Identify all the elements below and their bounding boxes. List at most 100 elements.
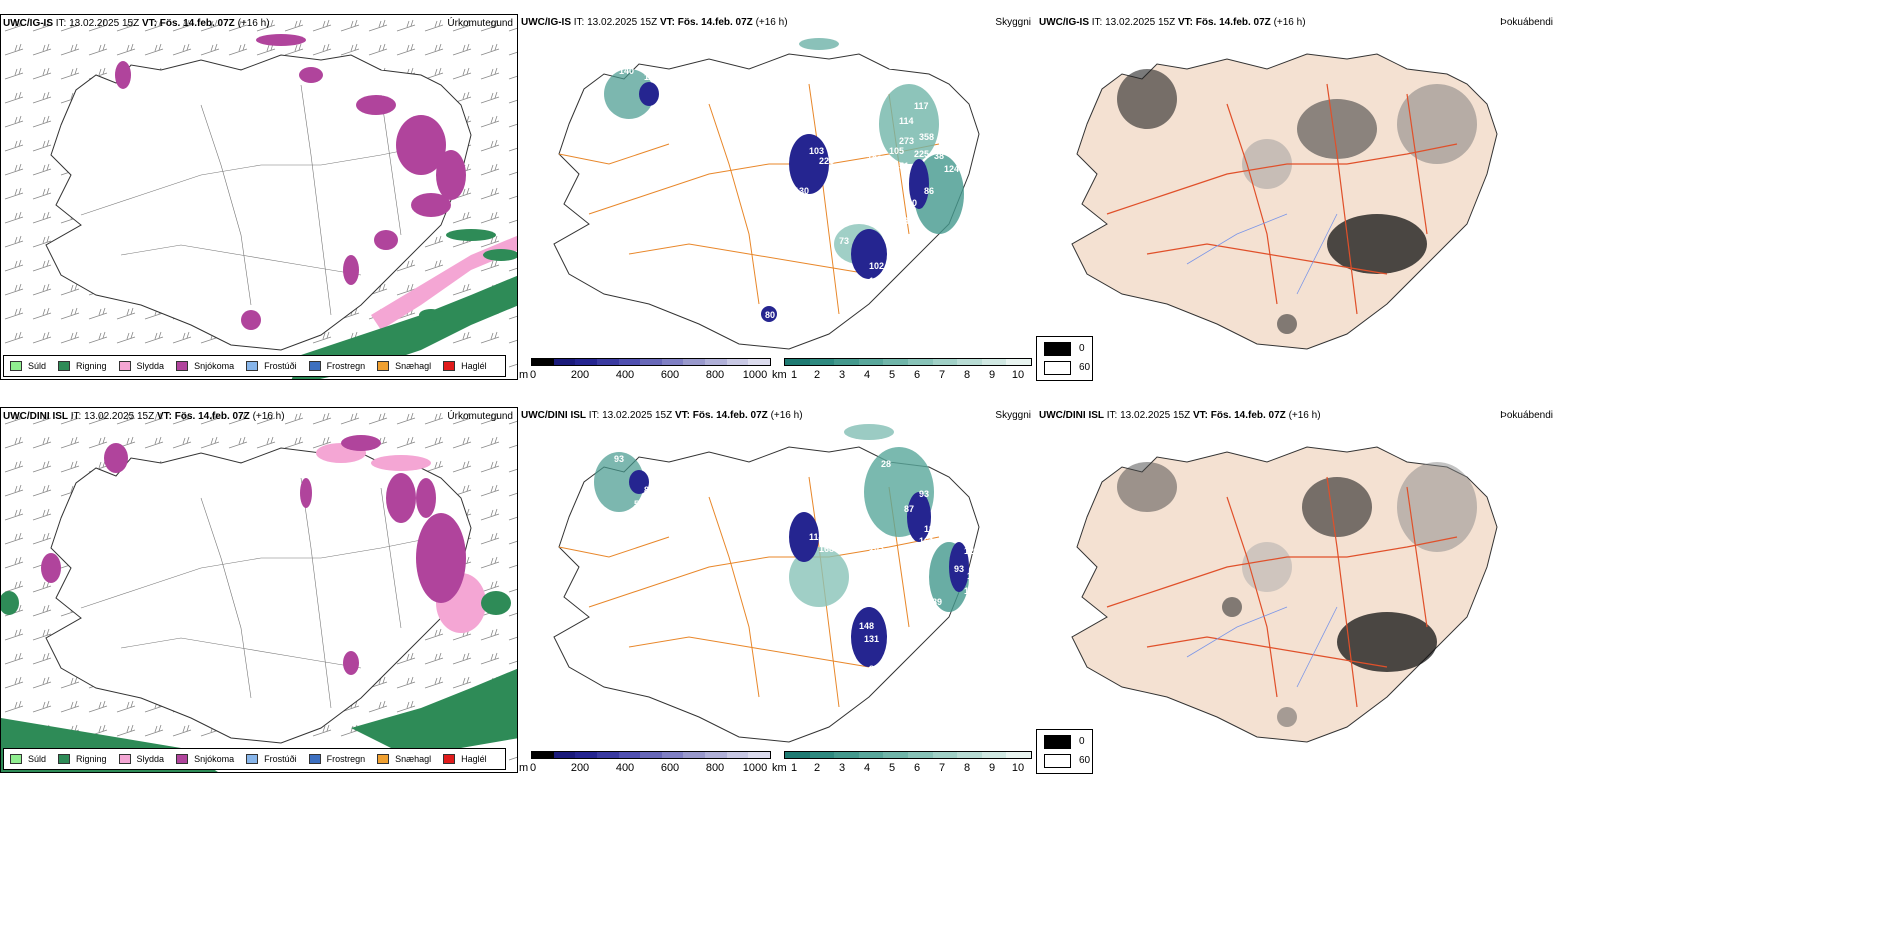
colorbar-tick: 1 [790, 369, 798, 381]
visibility-label: 86 [924, 186, 934, 196]
colorbar-unit: m [519, 762, 529, 774]
legend-label: 60 [1079, 755, 1091, 766]
visibility-label: 28 [881, 459, 891, 469]
visibility-label: 89 [932, 597, 942, 607]
legend-swatch [1044, 754, 1071, 768]
rain-areas [291, 229, 517, 379]
visibility-label: 148 [967, 571, 982, 581]
visibility-label: 90 [907, 198, 917, 208]
visibility-label: 89 [869, 664, 879, 674]
low-visibility-areas [629, 470, 969, 667]
roads [80, 477, 432, 709]
visibility-label: 92 [644, 464, 654, 474]
colorbar-tick: 4 [863, 369, 871, 381]
visibility-map-bottom: 93 92 87 111 50 29 114 168 103 10 28 93 … [519, 407, 1035, 773]
colorbar-tick: 2 [813, 369, 821, 381]
legend-swatch [246, 754, 259, 764]
legend-swatch [246, 361, 259, 371]
visibility-label: 225 [819, 156, 834, 166]
precip-legend: Súld Rigning Slydda Snjókoma Frostúði Fr… [3, 748, 506, 770]
colorbar-tick: 1000 [742, 762, 768, 774]
panel-type: Þokuábendi [1500, 410, 1553, 421]
legend-swatch [176, 754, 189, 764]
fog-grey-areas [1117, 462, 1477, 727]
visibility-label: 80 [765, 310, 775, 320]
visibility-label: 111 [669, 487, 683, 497]
iceland-map: 140 118 105 28 126 114 103 225 130 114 1… [553, 38, 980, 350]
visibility-label: 168 [819, 544, 834, 554]
precip-type-map-bottom: UWC/DINI ISL IT: 13.02.2025 15Z VT: Fös.… [0, 407, 518, 773]
rivers [1186, 213, 1338, 295]
panel-type: Skyggni [995, 17, 1031, 28]
visibility-label: 101 [774, 594, 789, 604]
visibility-label: 122 [964, 546, 979, 556]
panel-type: Úrkomutegund [447, 18, 513, 29]
colorbar-tick: 10 [1011, 369, 1025, 381]
roads [80, 84, 432, 316]
panel-title: UWC/DINI ISL IT: 13.02.2025 15Z VT: Fös.… [1039, 410, 1321, 421]
colorbar-unit: m [519, 369, 529, 381]
legend-swatch [10, 754, 22, 764]
visibility-label: 87 [904, 504, 914, 514]
fog-grey-areas [1117, 69, 1477, 334]
colorbar-tick: 2 [813, 762, 821, 774]
fog-index-legend: 0 60 [1036, 336, 1093, 381]
legend-label: 60 [1079, 362, 1091, 373]
visibility-label: 133 [951, 136, 966, 146]
colorbar-tick: 1000 [742, 369, 768, 381]
colorbar-tick: 5 [888, 762, 896, 774]
colorbar-tick: 10 [1011, 762, 1025, 774]
legend-swatch [118, 361, 131, 371]
colorbar-gradient [784, 358, 1032, 366]
elevation-colorbar: m 0 200 400 600 800 1000 [519, 751, 774, 775]
visibility-label: 103 [869, 543, 884, 553]
iceland-map [1, 15, 517, 379]
visibility-label: 137 [899, 216, 914, 226]
visibility-label: 251 [894, 161, 909, 171]
colorbar-tick: 600 [660, 369, 680, 381]
panel-type: Úrkomutegund [447, 411, 513, 422]
colorbar-tick: 3 [838, 369, 846, 381]
colorbar-tick: 200 [570, 762, 590, 774]
colorbar-tick: 0 [529, 369, 537, 381]
fog-index-map-bottom: UWC/DINI ISL IT: 13.02.2025 15Z VT: Fös.… [1037, 407, 1557, 773]
snow-areas [115, 34, 466, 330]
visibility-label: 10 [859, 569, 869, 579]
visibility-label: 102 [869, 261, 884, 271]
panel-title: UWC/DINI ISL IT: 13.02.2025 15Z VT: Fös.… [3, 411, 285, 422]
legend-swatch [308, 754, 321, 764]
colorbar-tick: 800 [705, 369, 725, 381]
visibility-label: 273 [899, 136, 914, 146]
visibility-label: 182 [924, 524, 939, 534]
visibility-label: 29 [794, 499, 804, 509]
legend-swatch [118, 754, 131, 764]
colorbar-unit: km [772, 762, 787, 774]
colorbar-gradient [531, 358, 771, 366]
panel-type: Þokuábendi [1500, 17, 1553, 28]
panel-title: UWC/DINI ISL IT: 13.02.2025 15Z VT: Fös.… [521, 410, 803, 421]
colorbar-unit: km [772, 369, 787, 381]
legend-swatch [377, 754, 390, 764]
legend-swatch [1044, 361, 1071, 375]
colorbar-tick: 6 [913, 369, 921, 381]
colorbar-tick: 400 [615, 762, 635, 774]
visibility-label: 161 [919, 536, 934, 546]
visibility-label: 93 [919, 489, 929, 499]
elevation-colorbar: m 0 200 400 600 800 1000 [519, 358, 774, 382]
legend-swatch [58, 361, 71, 371]
visibility-label: 225 [914, 149, 929, 159]
visibility-label: 131 [891, 629, 906, 639]
legend-swatch [308, 361, 321, 371]
fog-index-map-top: UWC/IG-IS IT: 13.02.2025 15Z VT: Fös. 14… [1037, 14, 1557, 380]
km-colorbar: km 1 2 3 4 5 6 7 8 9 10 [772, 751, 1034, 775]
iceland-map: 93 92 87 111 50 29 114 168 103 10 28 93 … [553, 424, 982, 743]
colorbar-tick: 6 [913, 762, 921, 774]
visibility-label: 93 [954, 564, 964, 574]
visibility-label: 73 [943, 118, 953, 128]
iceland-outline [1071, 53, 1498, 350]
visibility-label: 102 [939, 534, 954, 544]
visibility-label: 119 [864, 142, 879, 152]
fog-index-legend: 0 60 [1036, 729, 1093, 774]
colorbar-tick: 5 [888, 369, 896, 381]
colorbar-tick: 3 [838, 762, 846, 774]
